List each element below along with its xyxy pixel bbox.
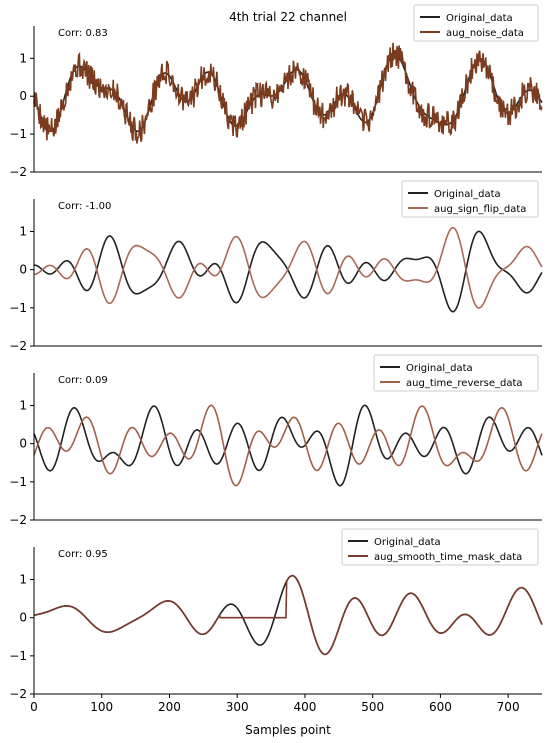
x-tick-label: 100 bbox=[90, 700, 113, 714]
y-tick-label: −2 bbox=[9, 339, 27, 353]
legend-entry: aug_time_reverse_data bbox=[406, 378, 523, 389]
x-tick-label: 300 bbox=[226, 700, 249, 714]
subplot-stack: −2 −1 0 1 Corr: 0.83 Original_data aug_noise_d… bbox=[9, 4, 543, 714]
legend: Original_data aug_smooth_time_mask_data bbox=[341, 528, 539, 566]
y-tick-label: −2 bbox=[9, 165, 27, 179]
legend-entry: Original_data bbox=[406, 363, 473, 374]
corr-annotation: Corr: 0.95 bbox=[58, 549, 108, 560]
legend-entry: Original_data bbox=[446, 13, 513, 24]
y-tick-label: 1 bbox=[19, 51, 27, 65]
subplot-3: −2 −1 0 1 Corr: 0.09 Original_data aug_time_re… bbox=[9, 354, 543, 527]
y-tick-label: −2 bbox=[9, 687, 27, 701]
y-tick-label: 1 bbox=[19, 573, 27, 587]
figure-title: 4th trial 22 channel bbox=[229, 10, 347, 24]
x-tick-label: 200 bbox=[158, 700, 181, 714]
legend: Original_data aug_noise_data bbox=[413, 4, 539, 42]
y-tick-label: 0 bbox=[19, 89, 27, 103]
x-tick-label: 700 bbox=[497, 700, 520, 714]
legend-entry: aug_smooth_time_mask_data bbox=[374, 552, 522, 563]
x-axis-label: Samples point bbox=[245, 723, 331, 737]
corr-annotation: Corr: -1.00 bbox=[58, 201, 111, 212]
y-tick-label: −1 bbox=[9, 475, 27, 489]
series-line-augmented bbox=[33, 42, 543, 144]
y-tick-label: 0 bbox=[19, 263, 27, 277]
x-tick-label: 400 bbox=[293, 700, 316, 714]
series-line-augmented bbox=[33, 574, 543, 656]
x-tick-label: 0 bbox=[30, 700, 38, 714]
series-line-augmented bbox=[33, 226, 543, 309]
y-tick-label: −1 bbox=[9, 301, 27, 315]
y-tick-label: 0 bbox=[19, 437, 27, 451]
y-tick-label: 1 bbox=[19, 399, 27, 413]
subplot-1: −2 −1 0 1 Corr: 0.83 Original_data aug_noise_d… bbox=[9, 4, 543, 179]
y-tick-label: −1 bbox=[9, 649, 27, 663]
y-tick-label: −2 bbox=[9, 513, 27, 527]
legend-entry: aug_sign_flip_data bbox=[434, 204, 526, 215]
x-tick-label: 600 bbox=[429, 700, 452, 714]
legend-box bbox=[401, 180, 539, 218]
legend-box bbox=[413, 4, 539, 42]
corr-annotation: Corr: 0.09 bbox=[58, 375, 108, 386]
legend-box bbox=[341, 528, 539, 566]
y-tick-label: 0 bbox=[19, 611, 27, 625]
subplot-2: −2 −1 0 1 Corr: -1.00 Original_data aug_sign_f… bbox=[9, 180, 543, 353]
legend-entry: aug_noise_data bbox=[446, 28, 524, 39]
y-tick-label: 1 bbox=[19, 225, 27, 239]
legend-entry: Original_data bbox=[434, 189, 501, 200]
y-tick-label: −1 bbox=[9, 127, 27, 141]
corr-annotation: Corr: 0.83 bbox=[58, 28, 108, 39]
x-tick-label: 500 bbox=[361, 700, 384, 714]
legend: Original_data aug_time_reverse_data bbox=[373, 354, 539, 392]
legend-box bbox=[373, 354, 539, 392]
subplot-4: −2 −1 0 1 0 100 200 300 400 500 600 700 Corr: 0.95 Or… bbox=[9, 528, 543, 714]
series-line-augmented bbox=[33, 404, 543, 487]
legend-entry: Original_data bbox=[374, 537, 441, 548]
legend: Original_data aug_sign_flip_data bbox=[401, 180, 539, 218]
